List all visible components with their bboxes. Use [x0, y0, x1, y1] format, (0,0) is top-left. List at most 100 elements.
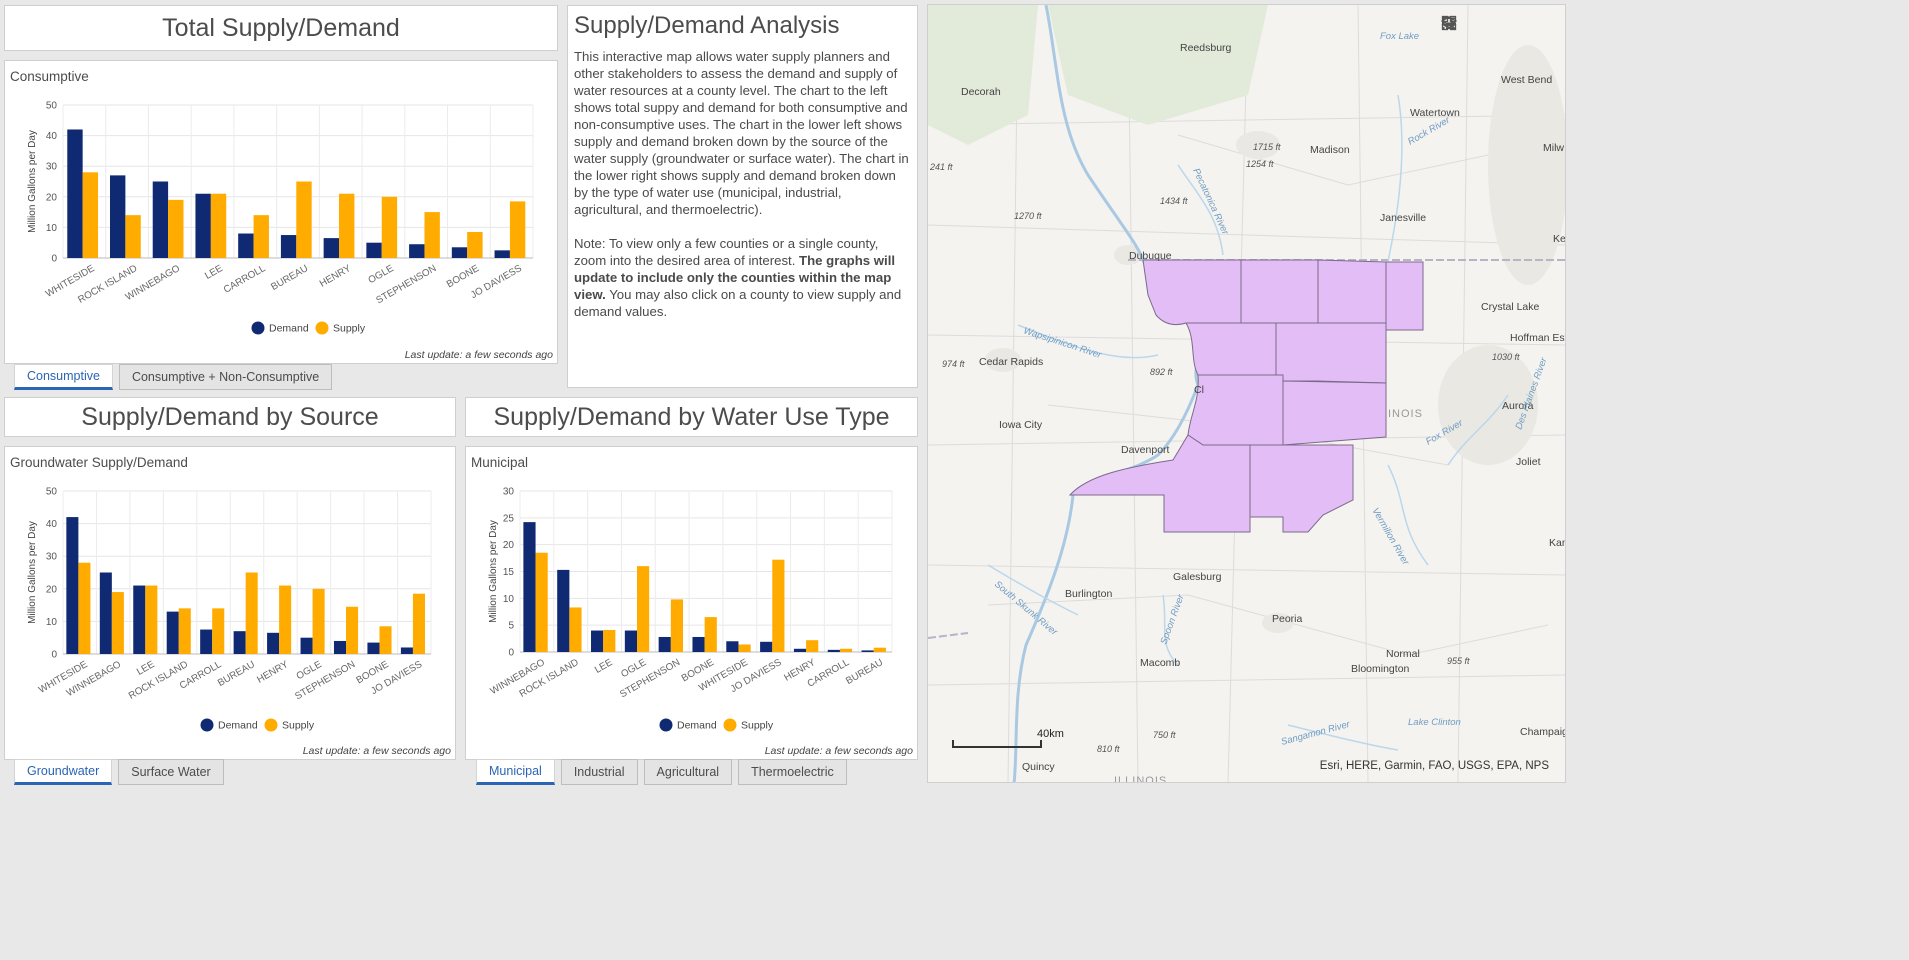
tab-thermoelectric[interactable]: Thermoelectric — [738, 759, 847, 785]
y-tick-label: 30 — [46, 162, 58, 173]
bar-demand-bureau — [233, 631, 246, 654]
map-label-milw: Milw — [1543, 142, 1564, 154]
map-label-decorah: Decorah — [961, 86, 1001, 98]
bar-supply-jo-daviess — [772, 559, 785, 652]
map-legend-button[interactable] — [1442, 15, 1493, 35]
bar-demand-rock-island — [110, 175, 126, 258]
map-label-ke: Ke — [1553, 233, 1566, 245]
legend-marker-demand — [200, 718, 214, 732]
map-label-hoffman-estates: Hoffman Estates — [1510, 332, 1566, 344]
analysis-paragraph-1: This interactive map allows water supply… — [574, 49, 909, 217]
y-tick-label: 20 — [46, 192, 58, 203]
x-tick-label: BUREAU — [844, 657, 885, 687]
bar-demand-carroll — [827, 649, 840, 652]
map-canvas[interactable]: Reedsburg Decorah Madison Watertown West… — [928, 5, 1566, 783]
bar-supply-jo-daviess — [412, 593, 425, 654]
map-elevation-labels: 1715 ft 1254 ft 1434 ft 1270 ft 241 ft 9… — [929, 142, 1520, 754]
bar-supply-boone — [379, 626, 392, 654]
analysis-paragraph-2: Note: To view only a few counties or a s… — [574, 235, 911, 320]
legend-label-supply: Supply — [333, 323, 366, 335]
map-scale-bar — [952, 740, 1042, 748]
source-title-panel: Supply/Demand by Source — [4, 397, 456, 437]
highlighted-counties[interactable] — [1068, 259, 1424, 533]
bar-demand-whiteside — [67, 129, 83, 258]
legend-label-demand: Demand — [677, 720, 717, 732]
tab-municipal[interactable]: Municipal — [476, 759, 555, 785]
bar-demand-lee — [591, 630, 604, 652]
svg-text:Fox Lake: Fox Lake — [1380, 31, 1419, 42]
legend-label-demand: Demand — [269, 323, 309, 335]
map-basemap-button[interactable] — [1441, 15, 1557, 35]
bar-demand-carroll — [238, 233, 254, 258]
wateruse-last-update: Last update: a few seconds ago — [764, 745, 913, 757]
bar-demand-stephenson — [658, 636, 671, 652]
map-label-kan: Kan — [1549, 537, 1566, 549]
bar-demand-winnebago — [99, 572, 112, 654]
bar-supply-stephenson — [670, 599, 684, 652]
bar-supply-boone — [467, 231, 483, 258]
map-label-dubuque: Dubuque — [1129, 250, 1172, 262]
svg-text:Sangamon River: Sangamon River — [1280, 719, 1352, 748]
map-label-crystal-lake: Crystal Lake — [1481, 301, 1540, 313]
legend-marker-supply — [315, 321, 329, 335]
bar-demand-boone — [692, 636, 705, 652]
bar-demand-winnebago — [152, 181, 169, 258]
map-forest-areas — [928, 5, 1268, 145]
bar-supply-stephenson — [424, 212, 440, 258]
bar-supply-henry — [339, 193, 355, 258]
tab-consumptive[interactable]: Consumptive — [14, 364, 113, 390]
bar-supply-carroll — [253, 215, 269, 258]
wateruse-tabs: Municipal Industrial Agricultural Thermo… — [476, 759, 847, 785]
tab-consumptive-non-consumptive[interactable]: Consumptive + Non-Consumptive — [118, 364, 333, 390]
map-place-labels: Reedsburg Decorah Madison Watertown West… — [961, 42, 1566, 782]
tab-surface-water[interactable]: Surface Water — [118, 759, 224, 785]
analysis-panel: Supply/Demand Analysis This interactive … — [567, 5, 918, 388]
bar-demand-stephenson — [333, 640, 347, 654]
svg-text:1270 ft: 1270 ft — [1014, 211, 1042, 221]
map-label-madison: Madison — [1310, 144, 1350, 156]
bar-demand-carroll — [200, 629, 213, 654]
svg-text:1030 ft: 1030 ft — [1492, 352, 1520, 362]
svg-text:Pecatonica River: Pecatonica River — [1190, 167, 1231, 237]
analysis-note-a: Note: To view only a few counties or a s… — [574, 236, 879, 268]
y-tick-label: 20 — [503, 540, 515, 551]
svg-text:1254 ft: 1254 ft — [1246, 159, 1274, 169]
y-tick-label: 10 — [503, 594, 515, 605]
map-layers-button[interactable] — [1441, 15, 1525, 35]
tab-industrial[interactable]: Industrial — [560, 759, 638, 785]
total-last-update: Last update: a few seconds ago — [404, 349, 553, 361]
map-label-champaign: Champaig — [1520, 726, 1566, 738]
source-last-update: Last update: a few seconds ago — [302, 745, 451, 757]
y-axis-label: Million Gallons per Day — [488, 520, 499, 623]
tab-agricultural[interactable]: Agricultural — [643, 759, 733, 785]
layers-icon — [1441, 16, 1457, 29]
wateruse-chart-panel: Municipal 0 5 10 15 20 25 30 WINNEBAGO ROCK ISLA… — [465, 446, 918, 760]
svg-text:241 ft: 241 ft — [929, 162, 953, 172]
svg-text:Rock River: Rock River — [1406, 114, 1452, 147]
map-label-iowa-city: Iowa City — [999, 419, 1043, 431]
map-label-davenport: Davenport — [1121, 444, 1170, 456]
y-tick-label: 15 — [503, 567, 515, 578]
map-label-cl: Cl — [1194, 384, 1204, 396]
x-tick-label: BUREAU — [216, 659, 257, 689]
map-label-normal: Normal — [1386, 648, 1420, 660]
map-view[interactable]: Reedsburg Decorah Madison Watertown West… — [927, 4, 1566, 783]
map-scale-label: 40km — [1037, 728, 1064, 740]
bar-supply-whiteside — [78, 562, 91, 654]
bar-supply-bureau — [873, 647, 886, 652]
bar-supply-whiteside — [82, 172, 99, 258]
bar-supply-carroll — [212, 608, 225, 654]
total-title: Total Supply/Demand — [162, 13, 400, 42]
bar-supply-ogle — [381, 196, 398, 258]
bar-supply-rock-island — [569, 607, 582, 652]
bar-supply-bureau — [296, 181, 312, 258]
bar-demand-henry — [793, 648, 807, 652]
svg-text:Lake Clinton: Lake Clinton — [1408, 717, 1461, 728]
map-label-cedar-rapids: Cedar Rapids — [979, 356, 1043, 368]
svg-text:974 ft: 974 ft — [942, 359, 965, 369]
tab-groundwater[interactable]: Groundwater — [14, 759, 113, 785]
map-label-quincy: Quincy — [1022, 761, 1055, 773]
bar-demand-rock-island — [557, 569, 570, 652]
bar-supply-lee — [603, 629, 616, 652]
